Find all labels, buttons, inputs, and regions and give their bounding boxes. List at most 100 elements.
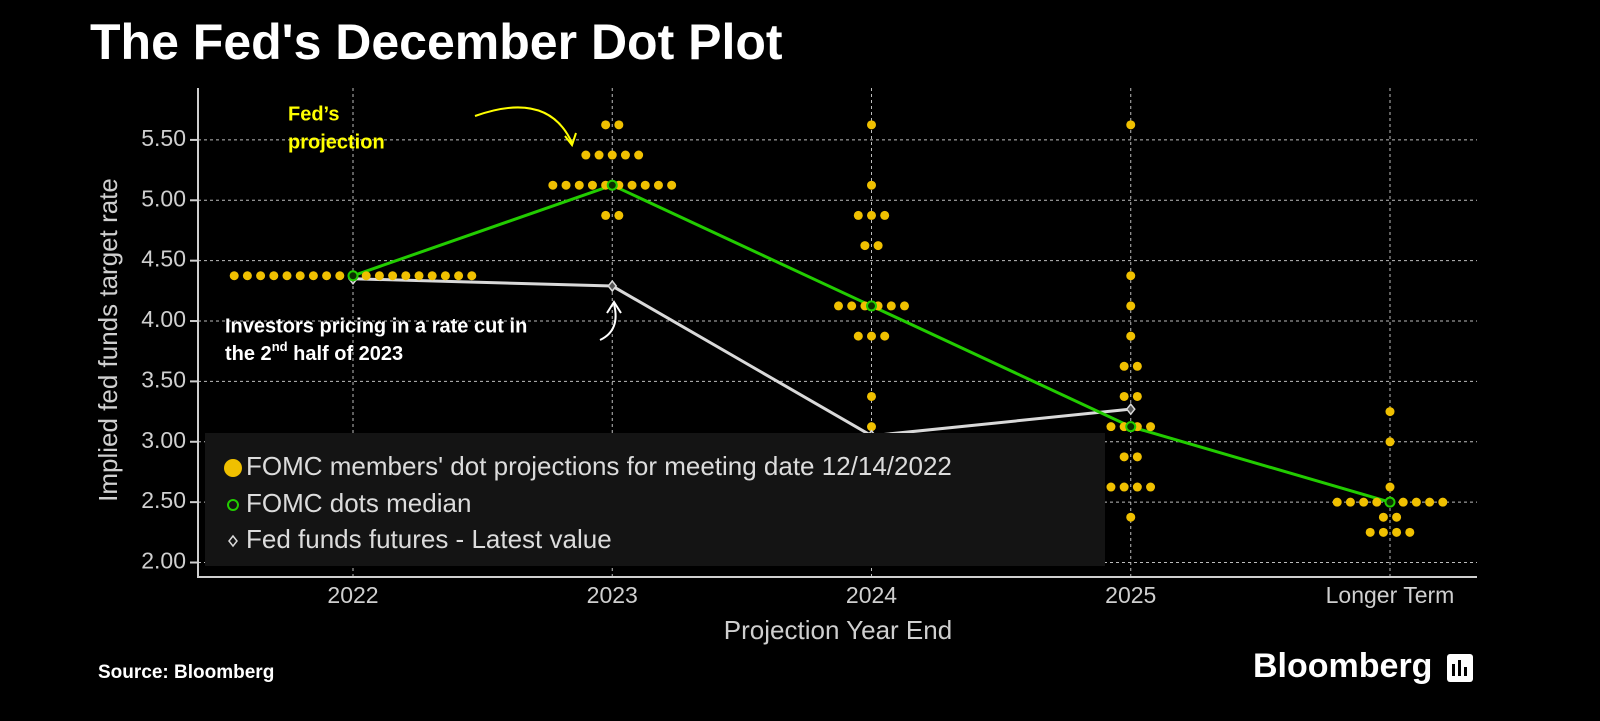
dot bbox=[834, 301, 843, 311]
legend-symbol bbox=[224, 459, 242, 477]
dot bbox=[867, 120, 876, 130]
dot bbox=[1126, 271, 1136, 281]
annotation: Investors pricing in a rate cut in bbox=[225, 315, 527, 337]
dot bbox=[860, 241, 870, 251]
x-tick-label: 2022 bbox=[327, 582, 378, 608]
dot bbox=[847, 301, 857, 311]
annotation: Fed’s bbox=[288, 103, 340, 125]
dot bbox=[1132, 391, 1142, 401]
dot bbox=[1345, 497, 1355, 507]
dot bbox=[634, 150, 644, 160]
dot bbox=[1106, 482, 1116, 492]
legend-label: FOMC members' dot projections for meetin… bbox=[246, 451, 952, 481]
dot bbox=[1146, 422, 1156, 432]
y-tick-label: 5.00 bbox=[141, 185, 186, 211]
brand-icon bbox=[1447, 654, 1473, 682]
legend-label: Fed funds futures - Latest value bbox=[246, 524, 612, 554]
dot bbox=[1106, 422, 1116, 432]
median-marker bbox=[347, 270, 359, 282]
legend-symbol bbox=[228, 534, 238, 548]
dot bbox=[242, 271, 252, 281]
annotation: the 2nd half of 2023 bbox=[225, 339, 403, 365]
dot bbox=[1332, 497, 1342, 507]
dot bbox=[414, 271, 424, 281]
dot bbox=[1392, 512, 1402, 522]
dot bbox=[295, 271, 305, 281]
y-axis-label: Implied fed funds target rate bbox=[93, 178, 123, 502]
dot bbox=[1119, 452, 1129, 462]
dot bbox=[880, 331, 890, 341]
dot bbox=[1405, 527, 1415, 537]
chart-title: The Fed's December Dot Plot bbox=[90, 14, 783, 70]
dot bbox=[1119, 361, 1129, 371]
median-marker bbox=[866, 300, 877, 312]
dot bbox=[1146, 482, 1156, 492]
dot bbox=[1385, 407, 1395, 417]
annotation-superscript: nd bbox=[272, 339, 288, 354]
dot bbox=[880, 210, 890, 220]
dot bbox=[853, 210, 863, 220]
dot bbox=[581, 150, 591, 160]
y-tick-label: 4.50 bbox=[141, 246, 186, 272]
dot bbox=[1385, 482, 1395, 492]
legend-label: FOMC dots median bbox=[246, 488, 471, 518]
dot bbox=[601, 120, 611, 130]
dot bbox=[229, 271, 239, 281]
dot bbox=[653, 180, 663, 190]
y-tick-label: 4.00 bbox=[141, 306, 186, 332]
y-tick-label: 2.00 bbox=[141, 548, 186, 574]
dot bbox=[614, 120, 624, 130]
dot bbox=[1411, 497, 1421, 507]
annotation-arrowhead bbox=[564, 132, 577, 148]
dot bbox=[594, 150, 604, 160]
dot bbox=[1119, 482, 1129, 492]
dot bbox=[454, 271, 464, 281]
dot bbox=[1119, 391, 1129, 401]
dot bbox=[1126, 331, 1136, 341]
dot bbox=[427, 271, 437, 281]
dot bbox=[873, 241, 883, 251]
x-tick-label: 2025 bbox=[1105, 582, 1156, 608]
futures-marker bbox=[607, 279, 618, 293]
dot bbox=[620, 150, 630, 160]
x-tick-label: 2023 bbox=[587, 582, 638, 608]
futures-marker bbox=[1125, 402, 1136, 416]
dot bbox=[548, 180, 558, 190]
dot bbox=[1132, 482, 1142, 492]
dot bbox=[308, 271, 318, 281]
dot bbox=[335, 271, 345, 281]
dot bbox=[440, 271, 450, 281]
dot bbox=[1392, 527, 1402, 537]
dot bbox=[1398, 497, 1408, 507]
dot bbox=[614, 210, 624, 220]
y-tick-label: 3.00 bbox=[141, 427, 186, 453]
dot bbox=[640, 180, 650, 190]
dot bbox=[388, 271, 398, 281]
dot bbox=[374, 271, 384, 281]
dot bbox=[1425, 497, 1435, 507]
dot bbox=[1359, 497, 1369, 507]
dot bbox=[322, 271, 332, 281]
dot bbox=[467, 271, 477, 281]
annotation-arrow bbox=[474, 106, 573, 144]
dot bbox=[561, 180, 571, 190]
dot bbox=[1365, 527, 1375, 537]
dot bbox=[867, 331, 876, 341]
annotation: projection bbox=[288, 131, 385, 153]
annotation-part: half of 2023 bbox=[288, 343, 404, 365]
dot bbox=[867, 180, 876, 190]
dot bbox=[282, 271, 292, 281]
median-marker bbox=[1384, 496, 1396, 508]
annotation-arrow bbox=[599, 303, 617, 341]
legend-box bbox=[205, 433, 1105, 566]
dot bbox=[867, 391, 876, 401]
dot bbox=[1132, 361, 1142, 371]
median-marker bbox=[1125, 421, 1137, 433]
dot bbox=[401, 271, 411, 281]
dot bbox=[256, 271, 266, 281]
dot bbox=[627, 180, 637, 190]
source: Source: Bloomberg bbox=[98, 662, 274, 683]
dot bbox=[574, 180, 584, 190]
